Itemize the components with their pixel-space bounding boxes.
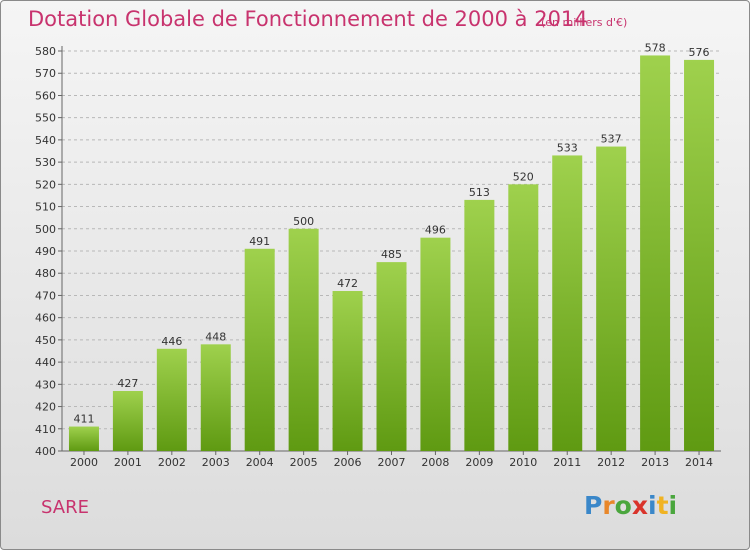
x-tick-label: 2014 (685, 456, 713, 469)
data-label: 533 (557, 141, 578, 154)
y-tick-label: 450 (35, 334, 56, 347)
data-label: 485 (381, 248, 402, 261)
bar-2013 (640, 55, 671, 451)
logo-letter: o (614, 491, 632, 520)
logo-letter: r (602, 491, 615, 520)
data-label: 537 (601, 133, 622, 146)
logo-letter: i (648, 491, 657, 520)
x-tick-label: 2009 (465, 456, 493, 469)
y-tick-label: 550 (35, 112, 56, 125)
x-tick-label: 2008 (421, 456, 449, 469)
data-label: 491 (249, 235, 270, 248)
data-label: 446 (161, 335, 182, 348)
data-label: 576 (689, 46, 710, 59)
bar-2009 (464, 199, 495, 451)
y-tick-label: 560 (35, 89, 56, 102)
x-tick-label: 2002 (158, 456, 186, 469)
data-label: 513 (469, 186, 490, 199)
bar-2012 (596, 146, 627, 452)
bar-2010 (508, 184, 539, 452)
x-tick-label: 2003 (202, 456, 230, 469)
y-tick-label: 520 (35, 178, 56, 191)
x-tick-label: 2011 (553, 456, 581, 469)
logo-letter: t (656, 491, 669, 520)
y-tick-label: 500 (35, 223, 56, 236)
y-tick-label: 460 (35, 312, 56, 325)
bar-2008 (420, 237, 451, 451)
bar-2003 (200, 344, 231, 451)
y-tick-label: 400 (35, 445, 56, 458)
x-tick-label: 2004 (246, 456, 274, 469)
y-tick-label: 440 (35, 356, 56, 369)
x-tick-label: 2000 (70, 456, 98, 469)
bar-2004 (244, 248, 275, 451)
y-tick-label: 420 (35, 401, 56, 414)
data-label: 500 (293, 215, 314, 228)
data-label: 496 (425, 224, 446, 237)
bar-2005 (288, 228, 319, 451)
bar-2001 (112, 391, 143, 451)
data-label: 472 (337, 277, 358, 290)
x-tick-label: 2001 (114, 456, 142, 469)
y-tick-label: 570 (35, 67, 56, 80)
bar-2014 (684, 59, 715, 452)
x-tick-label: 2005 (290, 456, 318, 469)
y-tick-label: 580 (35, 45, 56, 58)
y-tick-label: 470 (35, 289, 56, 302)
data-label: 520 (513, 170, 534, 183)
bar-2000 (68, 426, 99, 451)
proxiti-logo[interactable]: Proxiti (584, 491, 677, 520)
bar-2007 (376, 262, 407, 451)
x-tick-label: 2006 (334, 456, 362, 469)
data-label: 411 (73, 413, 94, 426)
y-tick-label: 490 (35, 245, 56, 258)
y-tick-label: 480 (35, 267, 56, 280)
bar-2002 (156, 348, 187, 451)
data-label: 427 (117, 377, 138, 390)
y-tick-label: 530 (35, 156, 56, 169)
y-tick-label: 430 (35, 378, 56, 391)
axes: 400 410 420 430 440 450 460 470 480 490 500 510 520 5… (35, 45, 721, 469)
chart-subtitle: (en milliers d'€) (541, 16, 628, 29)
y-tick-label: 540 (35, 134, 56, 147)
y-tick-label: 510 (35, 201, 56, 214)
logo-letter: x (631, 491, 648, 520)
y-tick-label: 410 (35, 423, 56, 436)
bar-2006 (332, 291, 363, 451)
commune-name: SARE (41, 497, 89, 518)
data-labels: 411 427 446 448 491 500 472 485 496 513 520 533 537 5… (73, 41, 709, 425)
data-label: 578 (645, 41, 666, 54)
x-tick-label: 2013 (641, 456, 669, 469)
chart-title: Dotation Globale de Fonctionnement de 20… (28, 7, 588, 31)
x-tick-label: 2012 (597, 456, 625, 469)
logo-letter: i (668, 491, 678, 520)
x-tick-label: 2007 (378, 456, 406, 469)
x-tick-label: 2010 (509, 456, 537, 469)
bars (68, 55, 715, 452)
data-label: 448 (205, 330, 226, 343)
bar-2011 (552, 155, 583, 451)
logo-letter: P (584, 491, 603, 520)
